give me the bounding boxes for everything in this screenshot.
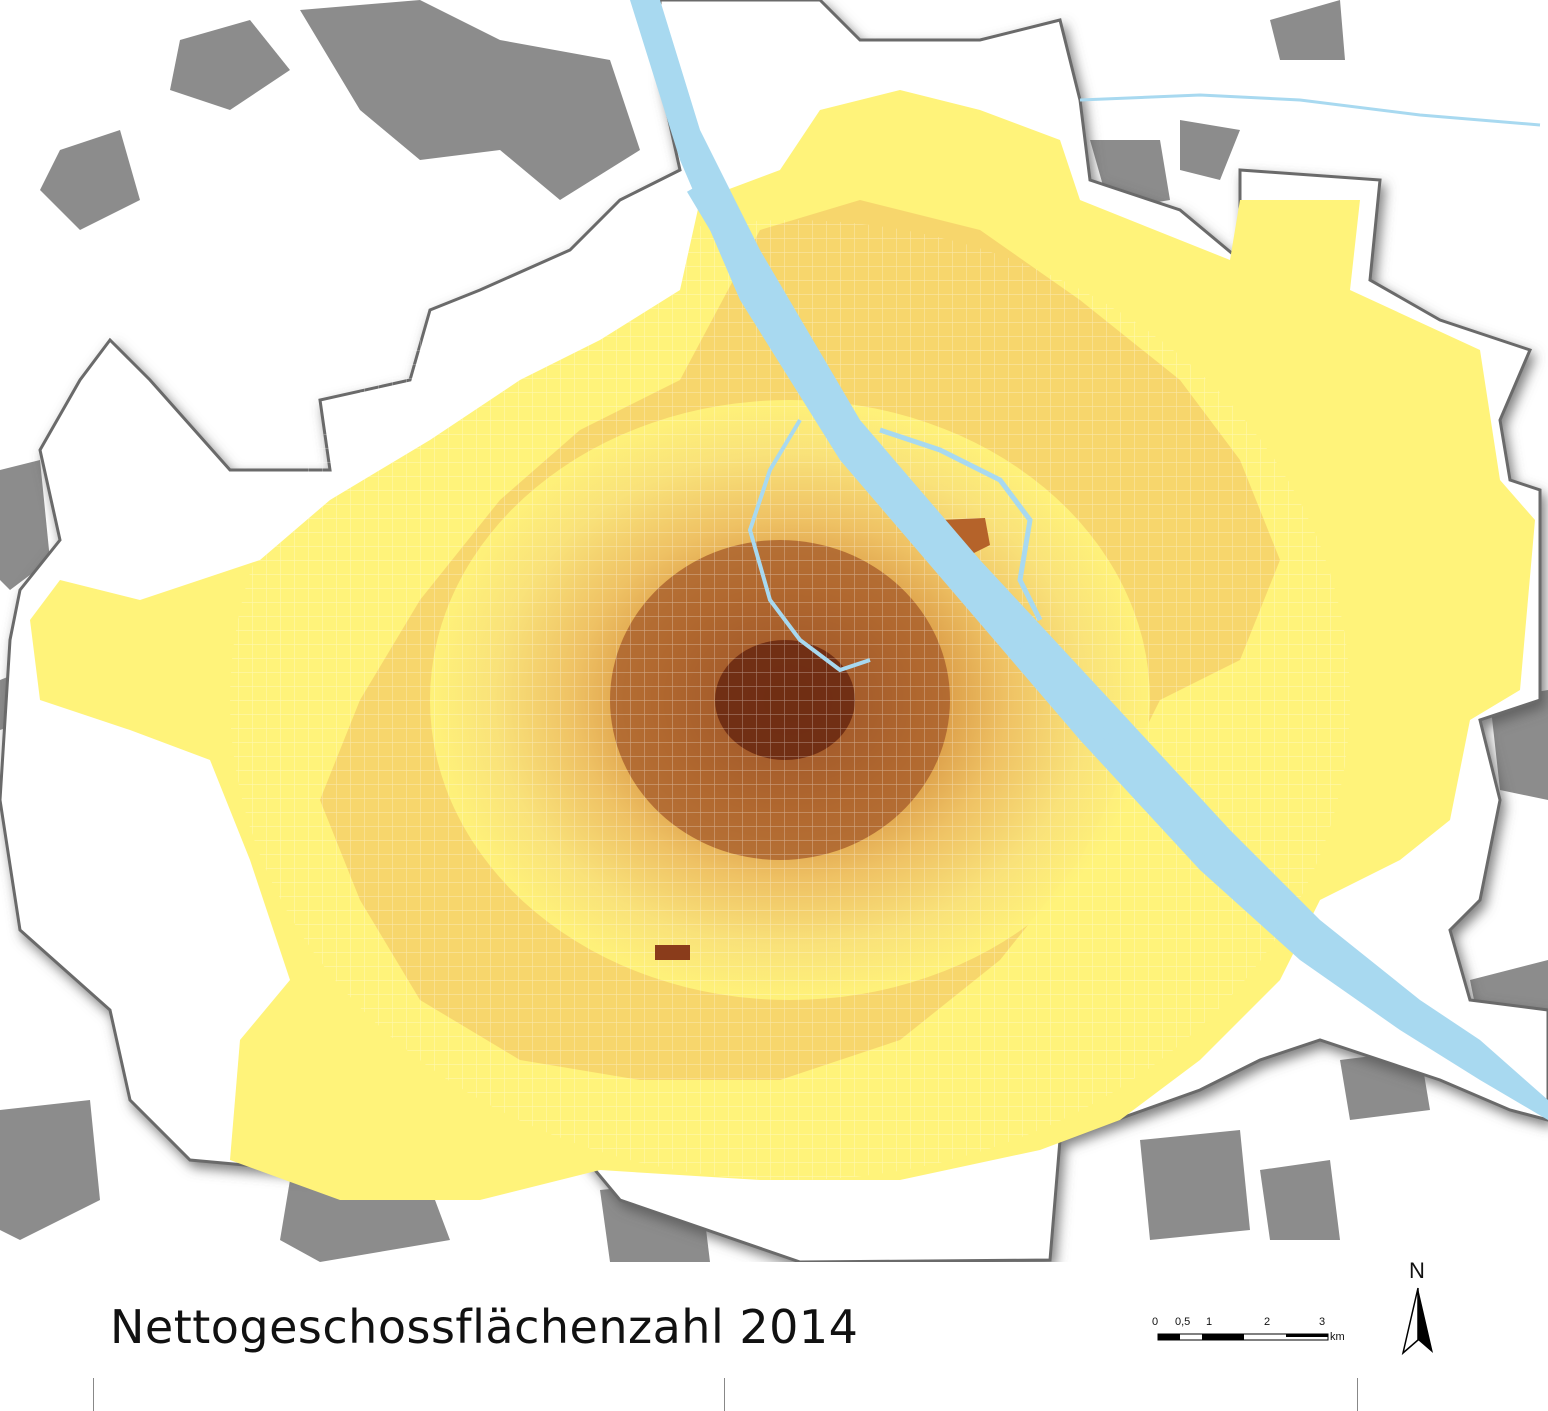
scale-tick-0: 0 <box>1152 1316 1159 1328</box>
map-title: Nettogeschossflächenzahl 2014 <box>110 1300 859 1354</box>
map-canvas[interactable] <box>0 0 1548 1262</box>
scale-bar <box>1157 1333 1329 1341</box>
divider-right <box>1357 1378 1358 1411</box>
scale-tick-0-5: 0,5 <box>1175 1316 1191 1328</box>
scale-tick-2: 2 <box>1264 1316 1271 1328</box>
scale-unit: km <box>1330 1331 1345 1343</box>
danube-river <box>630 0 1548 1120</box>
north-label: N <box>1409 1258 1425 1283</box>
scale-tick-3: 3 <box>1319 1316 1326 1328</box>
divider-middle <box>724 1378 725 1411</box>
scale-tick-1: 1 <box>1206 1316 1213 1328</box>
north-arrow-icon <box>1401 1287 1433 1356</box>
divider-left <box>93 1378 94 1411</box>
